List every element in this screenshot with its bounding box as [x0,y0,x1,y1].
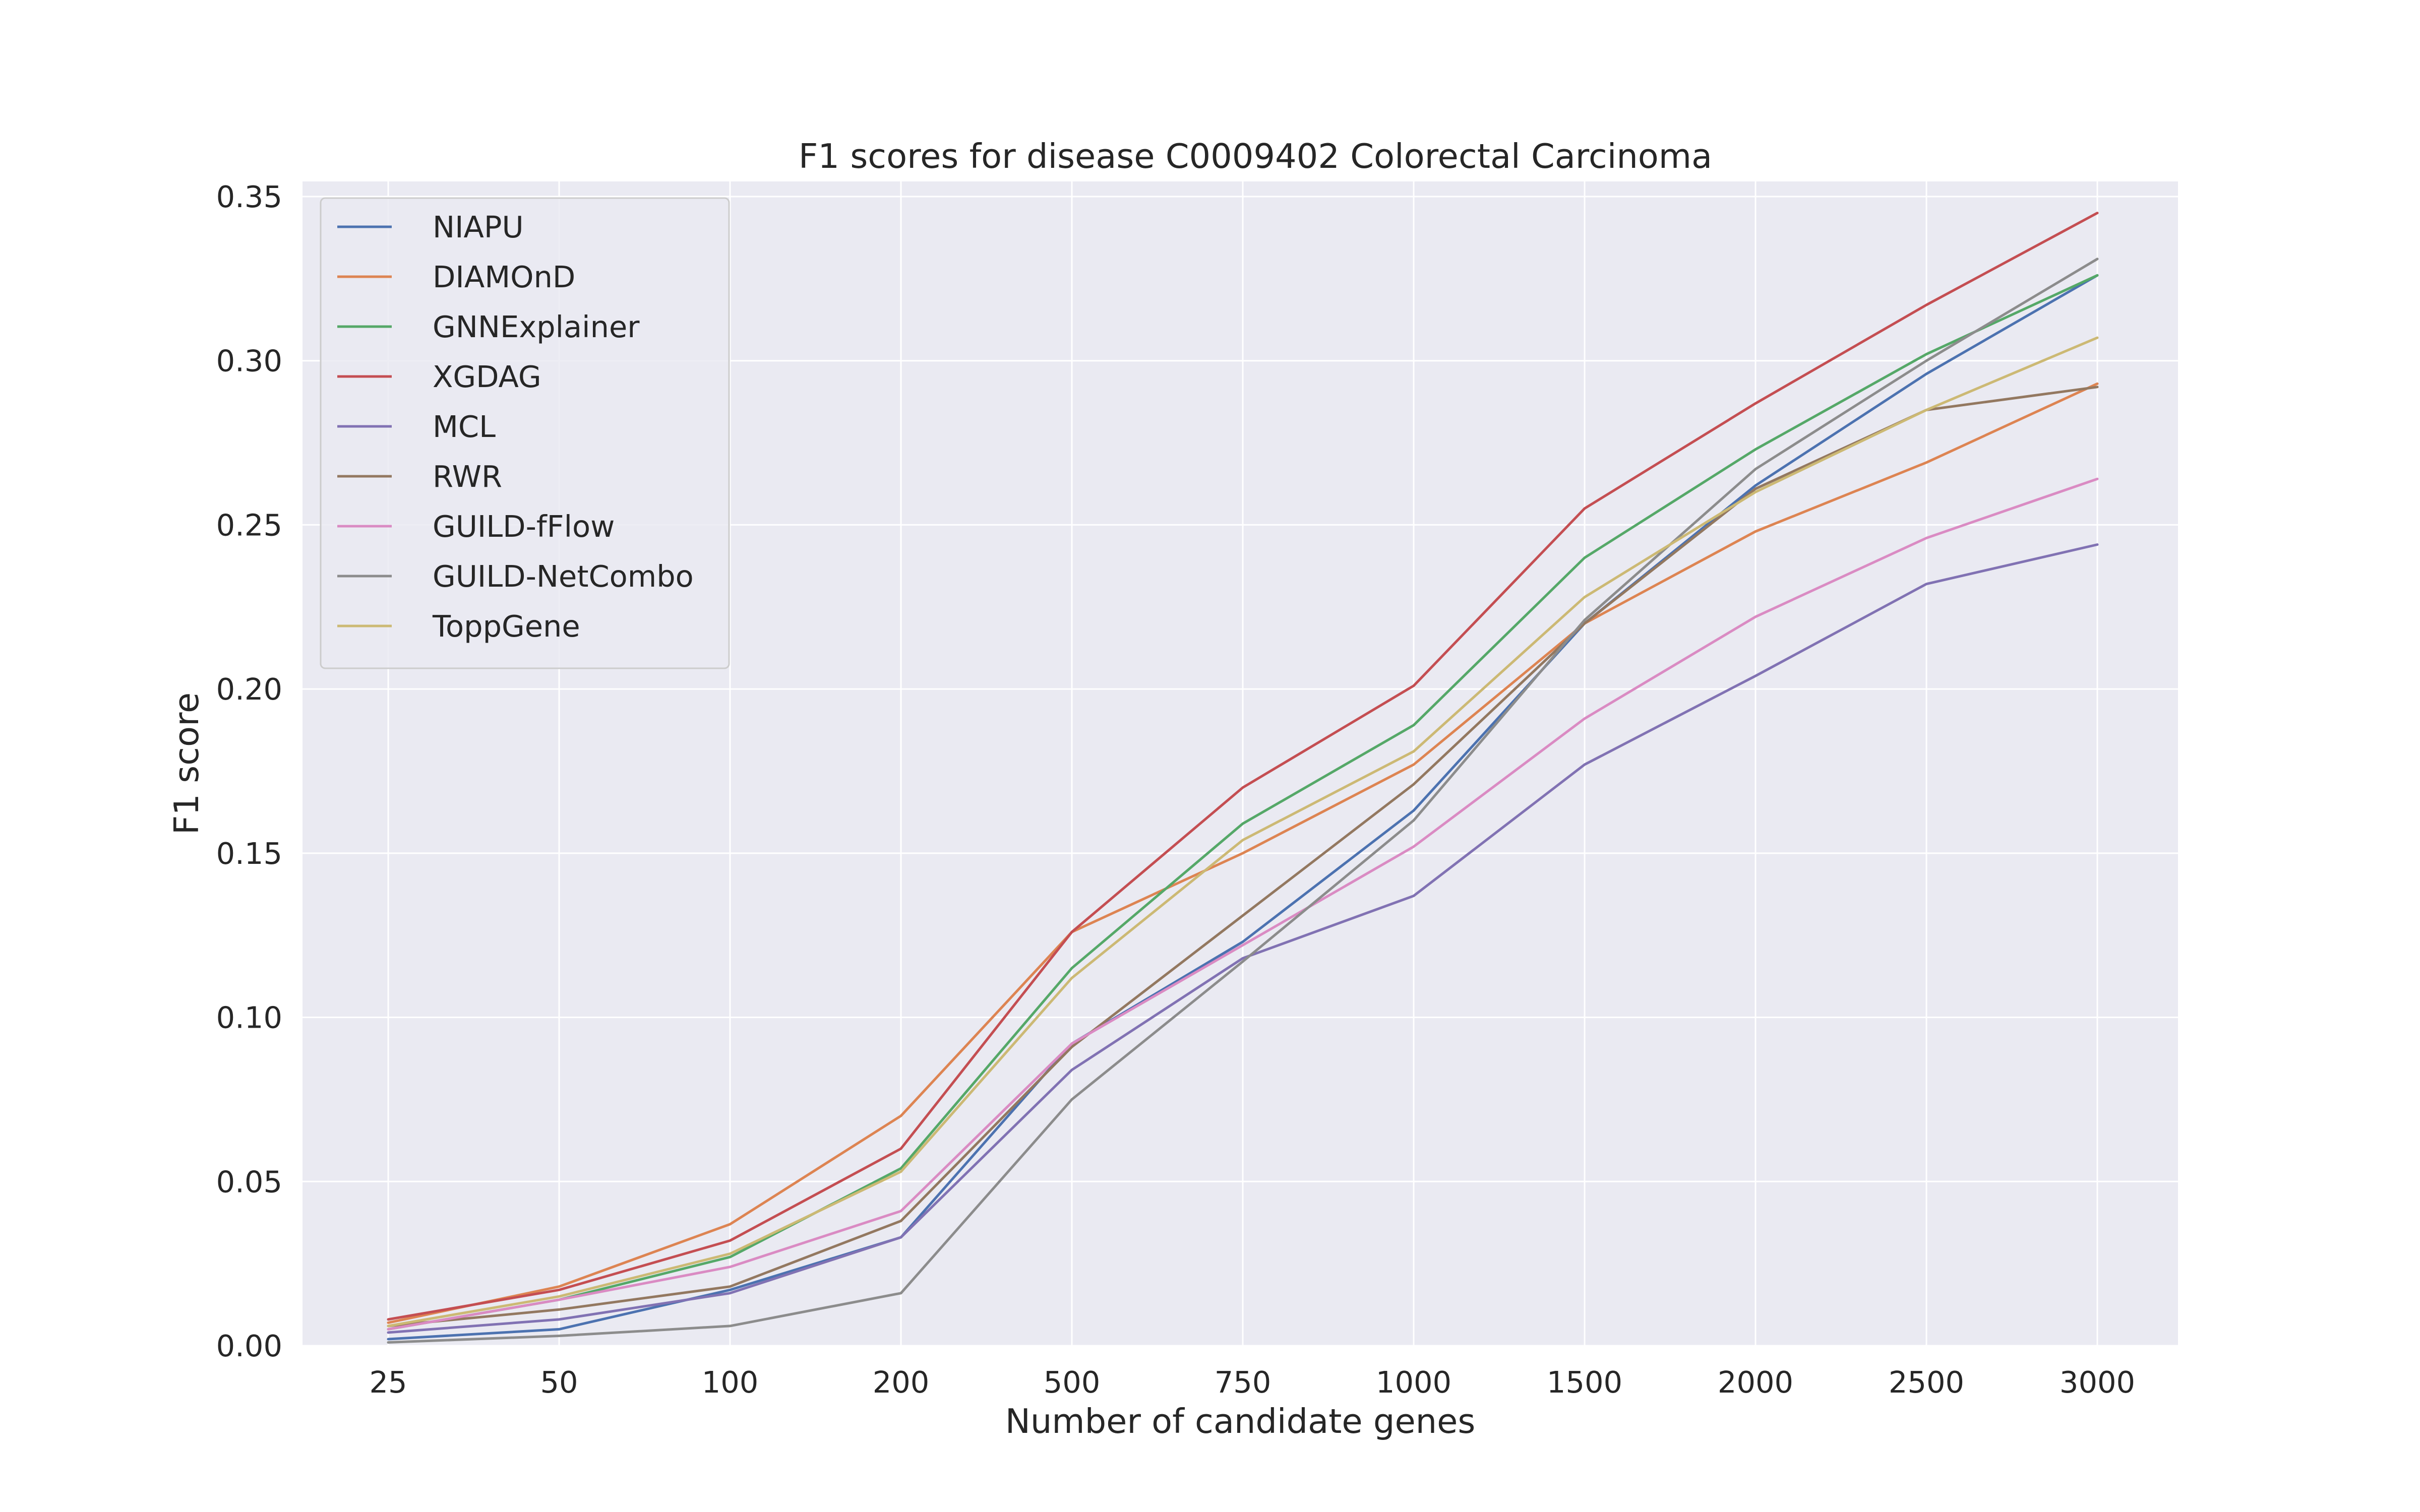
chart-title: F1 scores for disease C0009402 Colorecta… [799,137,1712,176]
y-tick-label: 0.30 [216,344,282,379]
series-line-toppgene [387,336,2099,1328]
series-line-guild-fflow [387,477,2099,1331]
series-line-mcl [387,543,2099,1334]
legend-label: NIAPU [433,210,524,244]
y-axis-label: F1 score [167,692,206,835]
x-axis-ticks: 25 50 100 200 500 750 1000 1500 2000 2500 3000 [369,1365,2135,1400]
legend-label: XGDAG [433,359,541,394]
x-tick-label: 1000 [1376,1365,1451,1400]
x-tick-label: 50 [540,1365,578,1400]
y-tick-label: 0.05 [216,1164,282,1199]
x-tick-label: 2500 [1889,1365,1964,1400]
x-tick-label: 3000 [2060,1365,2135,1400]
x-tick-label: 2000 [1718,1365,1793,1400]
y-tick-label: 0.10 [216,1000,282,1035]
legend-frame [320,197,730,669]
legend-label: DIAMOnD [433,260,575,294]
y-tick-label: 0.20 [216,672,282,707]
y-tick-label: 0.35 [216,179,282,214]
x-tick-label: 750 [1215,1365,1272,1400]
y-axis-ticks: 0.00 0.05 0.10 0.15 0.20 0.25 0.30 0.35 [216,179,282,1363]
series-line-xgdag [387,212,2099,1321]
legend: NIAPU DIAMOnD GNNExplainer XGDAG MCL RWR GUILD… [320,197,730,669]
x-tick-label: 100 [702,1365,759,1400]
x-tick-label: 500 [1044,1365,1101,1400]
series-lines [387,212,2099,1344]
legend-label: RWR [433,459,502,494]
x-tick-label: 1500 [1547,1365,1622,1400]
series-line-diamond [387,382,2099,1324]
series-line-rwr [387,386,2099,1328]
y-tick-label: 0.15 [216,836,282,871]
legend-label: ToppGene [432,609,580,644]
legend-label: GUILD-NetCombo [433,559,694,594]
y-tick-label: 0.00 [216,1329,282,1363]
legend-label: GNNExplainer [433,309,640,344]
legend-label: MCL [433,409,496,444]
x-axis-label: Number of candidate genes [1005,1402,1476,1441]
x-tick-label: 25 [369,1365,407,1400]
x-tick-label: 200 [873,1365,930,1400]
series-line-gnnexplainer [387,274,2099,1331]
legend-label: GUILD-fFlow [433,509,615,544]
y-tick-label: 0.25 [216,508,282,542]
series-line-guild-netcombo [387,258,2099,1344]
